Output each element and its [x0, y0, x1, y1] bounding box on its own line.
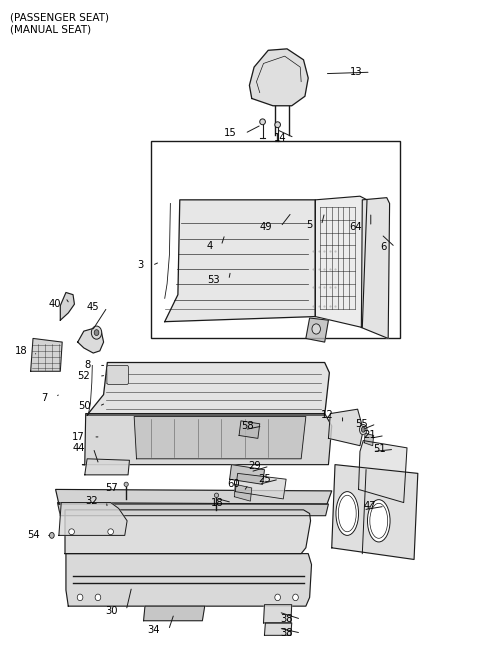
Text: 53: 53	[208, 275, 220, 285]
Text: 64: 64	[349, 222, 362, 232]
Polygon shape	[56, 489, 332, 504]
Polygon shape	[235, 474, 286, 499]
Ellipse shape	[215, 493, 218, 497]
Polygon shape	[134, 417, 306, 458]
Text: 25: 25	[258, 474, 271, 484]
Text: 34: 34	[147, 626, 160, 635]
Polygon shape	[306, 318, 328, 342]
Text: 51: 51	[373, 444, 386, 455]
Text: 13: 13	[349, 67, 362, 77]
Ellipse shape	[69, 529, 74, 534]
Polygon shape	[359, 441, 407, 502]
Polygon shape	[264, 605, 292, 623]
Ellipse shape	[108, 529, 113, 534]
Polygon shape	[31, 339, 62, 371]
Text: 18: 18	[211, 498, 224, 508]
Text: 17: 17	[72, 432, 85, 442]
Ellipse shape	[260, 119, 265, 124]
Ellipse shape	[77, 594, 83, 601]
Text: 3: 3	[137, 261, 144, 271]
Ellipse shape	[368, 500, 390, 542]
Text: 50: 50	[78, 402, 90, 411]
Text: 49: 49	[259, 222, 272, 232]
Text: 29: 29	[249, 461, 261, 471]
Polygon shape	[78, 328, 104, 353]
Text: 7: 7	[41, 392, 47, 403]
Text: 45: 45	[86, 302, 99, 312]
Text: 57: 57	[105, 483, 118, 493]
Polygon shape	[364, 433, 373, 445]
Text: 38: 38	[280, 614, 293, 624]
Polygon shape	[264, 623, 292, 635]
Text: 5: 5	[307, 220, 313, 231]
Polygon shape	[59, 502, 127, 535]
Ellipse shape	[94, 329, 99, 335]
Ellipse shape	[293, 594, 299, 601]
Text: 40: 40	[49, 299, 61, 309]
Polygon shape	[328, 409, 363, 445]
Text: 21: 21	[364, 430, 376, 440]
Text: 47: 47	[364, 501, 376, 511]
Polygon shape	[85, 458, 130, 475]
Text: 6: 6	[380, 242, 387, 252]
Polygon shape	[87, 362, 329, 415]
Text: 32: 32	[85, 496, 98, 506]
Polygon shape	[315, 196, 367, 328]
Polygon shape	[144, 606, 204, 621]
Text: 52: 52	[78, 371, 90, 381]
Ellipse shape	[360, 424, 367, 435]
Text: 58: 58	[241, 421, 254, 431]
Text: 15: 15	[224, 128, 236, 138]
Polygon shape	[250, 49, 308, 105]
Text: 4: 4	[206, 241, 213, 251]
Text: (PASSENGER SEAT): (PASSENGER SEAT)	[11, 13, 109, 23]
Ellipse shape	[49, 533, 54, 538]
Polygon shape	[165, 200, 315, 322]
Text: 44: 44	[72, 443, 85, 453]
Ellipse shape	[275, 122, 280, 128]
Text: 60: 60	[228, 479, 240, 489]
Text: (MANUAL SEAT): (MANUAL SEAT)	[11, 24, 92, 35]
Text: 14: 14	[274, 133, 286, 143]
Polygon shape	[83, 413, 332, 464]
Bar	[151, 141, 400, 339]
Text: 12: 12	[321, 410, 334, 420]
Polygon shape	[58, 502, 328, 515]
Ellipse shape	[91, 326, 102, 339]
Polygon shape	[234, 484, 252, 501]
Ellipse shape	[124, 482, 128, 487]
Text: 55: 55	[355, 419, 368, 429]
Ellipse shape	[336, 492, 359, 535]
Text: 8: 8	[84, 360, 90, 371]
Polygon shape	[332, 464, 418, 559]
Text: 30: 30	[105, 605, 118, 616]
Polygon shape	[239, 421, 260, 438]
Ellipse shape	[275, 594, 280, 601]
Polygon shape	[65, 510, 311, 553]
FancyBboxPatch shape	[107, 365, 129, 384]
Polygon shape	[229, 464, 264, 484]
Text: 54: 54	[27, 531, 40, 540]
Polygon shape	[60, 293, 74, 320]
Polygon shape	[361, 198, 390, 339]
Text: 38: 38	[280, 628, 293, 638]
Ellipse shape	[361, 427, 365, 432]
Text: 18: 18	[15, 346, 27, 356]
Polygon shape	[66, 553, 312, 606]
Ellipse shape	[312, 324, 321, 334]
Ellipse shape	[95, 594, 101, 601]
